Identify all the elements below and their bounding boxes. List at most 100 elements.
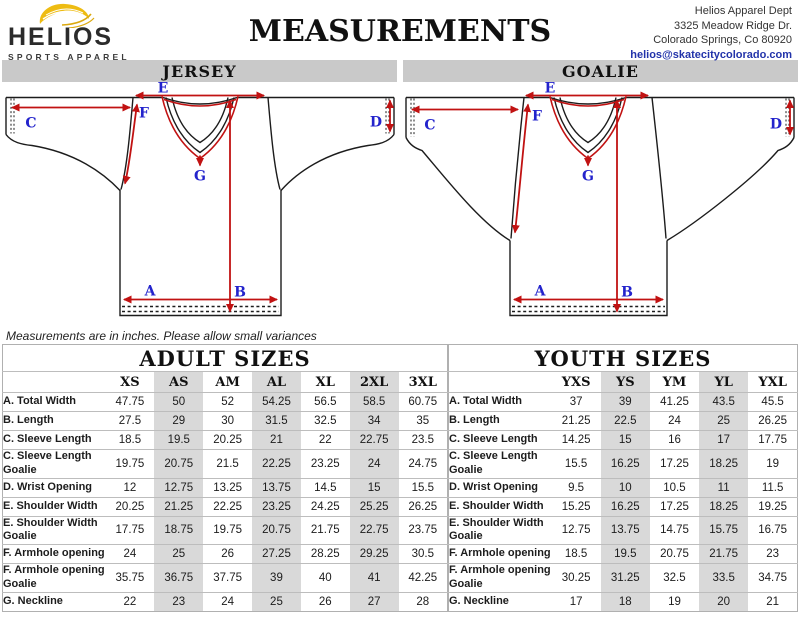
table-cell: 52 [221, 396, 234, 408]
table-row: G. Neckline 22 23 24 25 26 27 28 [2, 592, 448, 611]
table-cell: 23.75 [408, 524, 438, 537]
measure-arrow-f [511, 103, 532, 234]
table-cell: 27.5 [118, 415, 142, 427]
table-cell: 18.25 [699, 449, 749, 478]
address-line: Colorado Springs, Co 80920 [653, 34, 792, 47]
table-cell: 25 [154, 544, 204, 564]
goalie-measure-labels: C E F D G A B [424, 82, 782, 301]
table-cell: 22.5 [600, 411, 650, 431]
table-cell: 21 [766, 595, 780, 608]
table-cell: 22.75 [349, 516, 399, 545]
column-header-xl: XL [315, 374, 335, 390]
table-cell: 14.75 [660, 524, 689, 537]
row-label: E. Shoulder Width Goalie [3, 516, 98, 543]
diagrams: C E F D G A B [0, 82, 800, 328]
company-address: Helios Apparel Dept 3325 Meadow Ridge Dr… [630, 4, 792, 62]
table-cell: 15.5 [411, 481, 434, 494]
table-cell: 18.75 [154, 516, 204, 545]
table-cell: 25 [699, 411, 749, 431]
table-cell: 24 [123, 548, 137, 560]
table-cell: 21.25 [561, 415, 591, 427]
table-row: C. Sleeve Length Goalie 15.5 16.25 17.25 18.… [448, 449, 798, 478]
diagram-banners: JERSEY GOALIE [2, 60, 798, 82]
table-cell: 35.75 [115, 571, 145, 584]
table-cell: 18.5 [118, 434, 142, 446]
goalie-measure-arrows [411, 91, 794, 313]
table-row: F. Armhole opening Goalie 35.75 36.75 37.75… [2, 563, 448, 592]
table-cell: 41 [349, 563, 399, 592]
adult-header-row: XS AS AM AL XL 2XL 3XL [2, 371, 448, 393]
youth-table-title: YOUTH SIZES [534, 345, 712, 371]
table-cell: 22.25 [213, 500, 242, 513]
jersey-measure-labels: C E F D G A B [25, 82, 382, 301]
measure-label-d: D [370, 115, 382, 131]
table-cell: 18.5 [564, 548, 588, 560]
row-label: D. Wrist Opening [449, 480, 539, 493]
table-cell: 17.75 [115, 524, 145, 537]
youth-sizes-table-slot: YOUTH SIZES YXS YS YM YL YXL A. Total Width 37 3… [448, 344, 798, 612]
table-cell: 29.25 [349, 544, 399, 564]
table-cell: 22.75 [349, 430, 399, 450]
measure-label-g: G [194, 169, 206, 185]
column-header-ys: YS [600, 371, 650, 393]
table-cell: 14.5 [314, 481, 337, 494]
table-cell: 28.25 [310, 548, 340, 560]
table-cell: 25 [252, 592, 301, 611]
table-cell: 37.75 [213, 571, 242, 584]
column-header-yl: YL [699, 371, 749, 393]
goalie-banner: GOALIE [403, 60, 798, 82]
table-cell: 16 [668, 434, 681, 446]
table-cell: 27 [349, 592, 399, 611]
table-row: F. Armhole opening Goalie 30.25 31.25 32.5 3… [448, 563, 798, 592]
table-cell: 43.5 [699, 392, 749, 412]
row-label: G. Neckline [449, 594, 509, 607]
table-cell: 24 [349, 449, 399, 478]
adult-title-row: ADULT SIZES [3, 345, 448, 372]
column-header-ym: YM [662, 374, 687, 390]
measure-label-e: E [545, 82, 556, 97]
table-cell: 12.75 [154, 478, 204, 497]
table-cell: 50 [154, 392, 204, 412]
row-label: D. Wrist Opening [3, 480, 93, 493]
measure-label-b: B [621, 285, 633, 301]
jersey-diagram: C E F D G A B [5, 82, 395, 317]
table-cell: 35 [416, 415, 430, 427]
table-cell: 17 [569, 595, 583, 608]
table-cell: 21 [252, 430, 301, 450]
size-tables: ADULT SIZES XS AS AM AL XL 2XL 3XL A. Total Widt… [2, 344, 798, 612]
row-label: A. Total Width [449, 395, 523, 408]
table-row: E. Shoulder Width 15.25 16.25 17.25 18.25 19.… [448, 497, 798, 516]
table-cell: 20 [699, 592, 749, 611]
row-label: C. Sleeve Length Goalie [3, 450, 92, 476]
table-cell: 20.75 [252, 516, 301, 545]
goalie-outline [405, 96, 795, 317]
table-cell: 21.75 [310, 524, 340, 537]
table-cell: 28 [416, 595, 430, 608]
table-cell: 27.25 [252, 544, 301, 564]
youth-sizes-table: YOUTH SIZES YXS YS YM YL YXL A. Total Width 37 3… [448, 344, 798, 612]
column-header-3xl: 3XL [408, 374, 437, 390]
column-header-2xl: 2XL [349, 371, 399, 393]
table-row: A. Total Width 37 39 41.25 43.5 45.5 [448, 392, 798, 412]
table-cell: 15.5 [564, 457, 588, 470]
table-cell: 23 [766, 548, 780, 560]
table-cell: 26.25 [758, 415, 788, 427]
table-cell: 13.75 [600, 516, 650, 545]
row-label: F. Armhole opening Goalie [3, 564, 105, 590]
adult-sizes-table: ADULT SIZES XS AS AM AL XL 2XL 3XL A. Total Widt… [2, 344, 448, 612]
table-cell: 32.5 [663, 571, 686, 584]
address-line: 3325 Meadow Ridge Dr. [673, 19, 792, 32]
table-cell: 20.25 [115, 500, 145, 513]
helios-logo: HELIOS SPORTS APPAREL [8, 2, 138, 62]
email-link[interactable]: helios@skatecitycolorado.com [630, 48, 792, 61]
table-cell: 34.75 [758, 571, 788, 584]
table-cell: 23 [154, 592, 204, 611]
table-cell: 22.25 [252, 449, 301, 478]
table-cell: 21.5 [216, 457, 239, 470]
table-cell: 9.5 [568, 481, 585, 494]
table-row: C. Sleeve Length 18.5 19.5 20.25 21 22 22.75 23… [2, 430, 448, 450]
table-cell: 26 [221, 548, 234, 560]
measure-label-e: E [158, 82, 169, 97]
table-cell: 31.5 [252, 411, 301, 431]
